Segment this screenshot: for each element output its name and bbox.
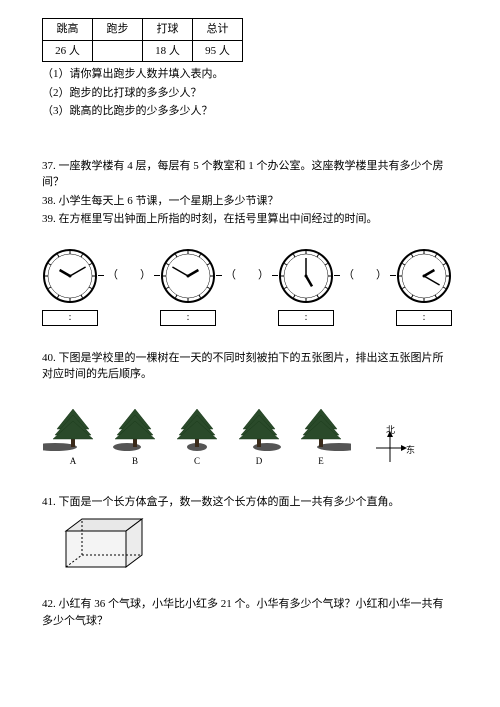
th-3: 总计 [193, 19, 243, 41]
compass-n: 北 [386, 424, 395, 438]
tree-label: E [318, 455, 324, 469]
tree-unit: C [166, 405, 228, 469]
tree-unit: D [228, 405, 290, 469]
clocks-row: : （ ） : （ ） : （ ） : [42, 248, 452, 326]
q37: 37. 一座教学楼有 4 层，每层有 5 个教室和 1 个办公室。这座教学楼里共… [42, 158, 452, 191]
tree-label: D [256, 455, 263, 469]
q42: 42. 小红有 36 个气球，小华比小红多 21 个。小华有多少个气球？小红和小… [42, 596, 452, 629]
tree-unit: E [290, 405, 352, 469]
q36c: （3）跳高的比跑步的少多多少人？ [42, 103, 452, 120]
time-box[interactable]: : [42, 310, 98, 326]
q36b: （2）跑步的比打球的多多少人？ [42, 85, 452, 102]
cuboid-icon [62, 517, 452, 577]
compass-icon: 北 东 [370, 428, 410, 468]
td-2: 18 人 [143, 40, 193, 62]
time-box[interactable]: : [278, 310, 334, 326]
time-box[interactable]: : [396, 310, 452, 326]
q36a: （1）请你算出跑步人数并填入表内。 [42, 66, 452, 83]
q38: 38. 小学生每天上 6 节课，一个星期上多少节课？ [42, 193, 452, 210]
th-1: 跑步 [93, 19, 143, 41]
tree-label: A [70, 455, 77, 469]
clock-unit: : [278, 248, 334, 326]
th-2: 打球 [143, 19, 193, 41]
q41: 41. 下面是一个长方体盒子，数一数这个长方体的面上一共有多少个直角。 [42, 494, 452, 511]
q39: 39. 在方框里写出钟面上所指的时刻，在括号里算出中间经过的时间。 [42, 211, 452, 228]
td-3: 95 人 [193, 40, 243, 62]
elapsed-paren[interactable]: （ ） [343, 267, 387, 284]
q40: 40. 下图是学校里的一棵树在一天的不同时刻被拍下的五张图片，排出这五张图片所对… [42, 350, 452, 383]
clock-unit: : [42, 248, 98, 326]
tree-label: C [194, 455, 200, 469]
tree-unit: A [42, 405, 104, 469]
elapsed-paren[interactable]: （ ） [225, 267, 269, 284]
td-0: 26 人 [43, 40, 93, 62]
tree-label: B [132, 455, 138, 469]
clock-unit: : [396, 248, 452, 326]
th-0: 跳高 [43, 19, 93, 41]
td-1 [93, 40, 143, 62]
tree-unit: B [104, 405, 166, 469]
clock-unit: : [160, 248, 216, 326]
time-box[interactable]: : [160, 310, 216, 326]
trees-row: A B C D E 北 东 [42, 405, 452, 469]
compass-e: 东 [406, 444, 415, 458]
elapsed-paren[interactable]: （ ） [107, 267, 151, 284]
q36-table: 跳高 跑步 打球 总计 26 人 18 人 95 人 [42, 18, 243, 62]
